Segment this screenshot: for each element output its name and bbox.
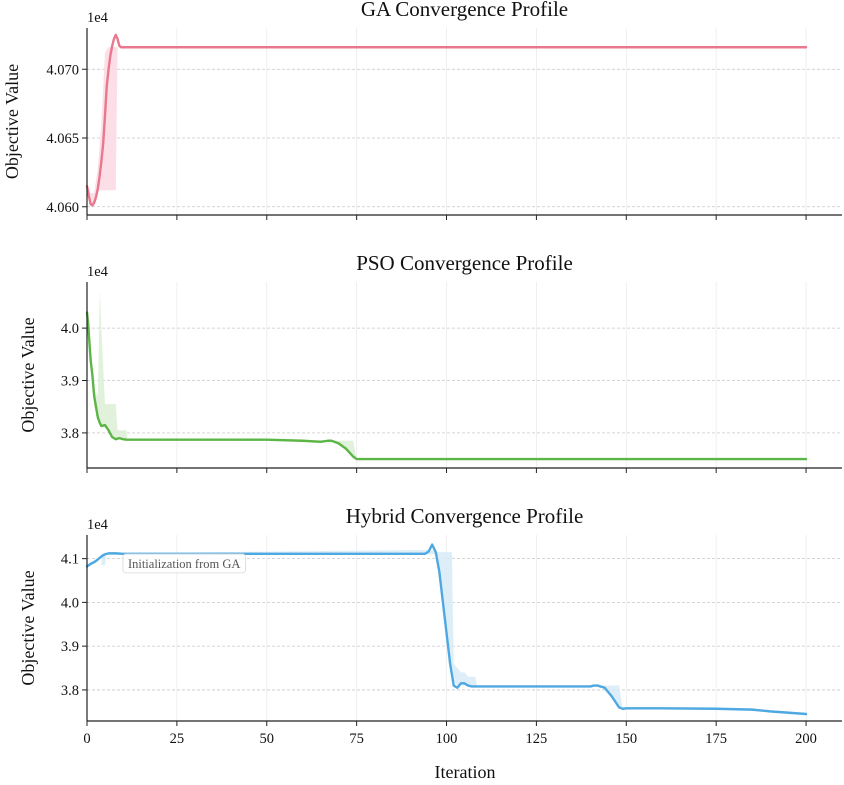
annotation-box [122,553,246,574]
confidence-band [101,549,623,709]
panel-title: GA Convergence Profile [361,0,568,21]
x-tick-label: 25 [170,731,185,747]
x-tick-label: 125 [526,731,548,747]
x-tick-label: 100 [436,731,458,747]
y-tick-label: 3.8 [61,683,79,699]
y-axis-label: Objective Value [18,570,38,685]
y-tick-label: 3.8 [61,426,79,442]
x-tick-label: 175 [705,731,727,747]
x-tick-label: 150 [615,731,637,747]
axis-offset-label: 1e4 [87,264,109,280]
x-tick-label: 75 [349,731,364,747]
x-tick-label: 200 [795,731,817,747]
y-axis-label: Objective Value [18,317,38,432]
y-tick-label: 3.9 [61,374,79,390]
y-axis-label: Objective Value [2,64,22,179]
series-line [85,33,808,207]
panel-2: 3.8 3.9 4.0 1e4 PSO Convergence Profile Objec… [18,251,842,473]
x-tick-label: 0 [83,731,90,747]
y-tick-label: 4.0 [61,595,79,611]
panel-3: 0 25 50 75 100 125 150 175 200 3.8 3.9 4.0 4.1 1e4 Hyb… [18,504,842,747]
x-tick-label: 50 [260,731,275,747]
panel-title: PSO Convergence Profile [356,251,573,275]
y-tick-label: 4.065 [46,131,79,147]
y-tick-label: 4.1 [61,552,79,568]
annotation-text: Initialization from GA [128,557,240,571]
axis-offset-label: 1e4 [87,10,109,26]
panel-title: Hybrid Convergence Profile [346,504,584,528]
confidence-band [87,47,118,206]
x-axis-label: Iteration [435,762,496,782]
series-line [85,311,808,461]
annotation: Initialization from GA [122,553,246,574]
series-line [85,543,808,716]
axis-offset-label: 1e4 [87,517,109,533]
y-tick-label: 4.070 [46,62,79,78]
y-tick-label: 3.9 [61,639,79,655]
confidence-band [94,288,357,460]
panel-1: 4.060 4.065 4.070 1e4 GA Convergence Profile… [2,0,842,220]
y-tick-label: 4.0 [61,321,79,337]
y-tick-label: 4.060 [46,200,79,216]
